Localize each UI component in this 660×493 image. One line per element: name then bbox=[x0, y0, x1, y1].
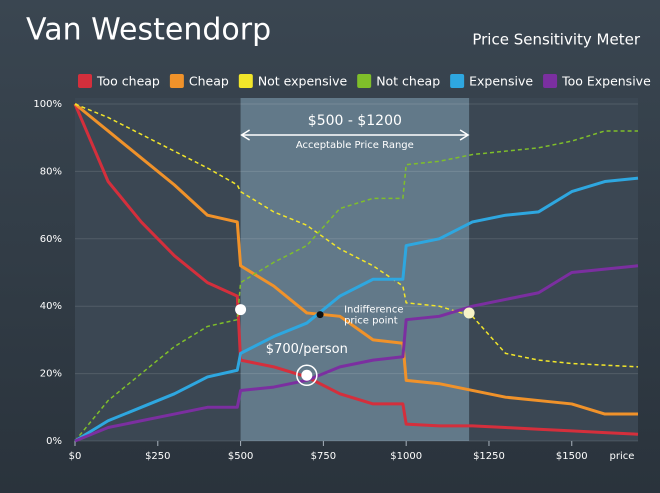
series-line bbox=[74, 102, 638, 416]
legend-label: Too cheap bbox=[96, 74, 160, 89]
indifference-label: Indifference bbox=[344, 305, 404, 316]
y-tick-label: 20% bbox=[40, 369, 62, 380]
x-tick-label: $0 bbox=[69, 451, 82, 462]
legend-label: Too Expensive bbox=[561, 74, 651, 89]
legend-swatch bbox=[78, 74, 92, 88]
x-axis-label: price bbox=[610, 451, 635, 462]
range-label: $500 - $1200 bbox=[308, 113, 402, 129]
arrow-head bbox=[240, 129, 250, 141]
x-tick-label: $750 bbox=[311, 451, 336, 462]
y-tick-label: 80% bbox=[40, 166, 62, 177]
price-label: $700/person bbox=[266, 342, 348, 357]
marker bbox=[301, 369, 313, 381]
range-caption: Acceptable Price Range bbox=[296, 140, 414, 151]
y-tick-label: 60% bbox=[40, 234, 62, 245]
y-tick-label: 40% bbox=[40, 301, 62, 312]
marker bbox=[235, 304, 247, 316]
x-tick-label: $250 bbox=[145, 451, 170, 462]
marker bbox=[316, 311, 324, 319]
legend-label: Not expensive bbox=[258, 74, 348, 89]
legend-label: Not cheap bbox=[376, 74, 440, 89]
series-line bbox=[73, 103, 639, 436]
series-line bbox=[74, 176, 639, 443]
indifference-label: price point bbox=[344, 316, 398, 327]
y-tick-label: 100% bbox=[33, 99, 62, 110]
legend-label: Expensive bbox=[469, 74, 533, 89]
marker-ring bbox=[296, 364, 318, 387]
legend-swatch bbox=[169, 74, 184, 88]
legend-label: Cheap bbox=[189, 74, 229, 89]
x-tick-label: $1250 bbox=[473, 451, 505, 462]
legend-swatch bbox=[238, 74, 253, 88]
series-line bbox=[74, 103, 639, 368]
legend-swatch bbox=[450, 74, 465, 88]
chart-subtitle: Price Sensitivity Meter bbox=[472, 31, 640, 49]
chart-title: Van Westendorp bbox=[26, 13, 271, 48]
arrow-head bbox=[459, 129, 470, 141]
series-line bbox=[74, 130, 638, 442]
marker bbox=[463, 307, 475, 319]
legend-swatch bbox=[357, 74, 372, 88]
legend: Too cheap Cheap Not expensive Not cheap Expe… bbox=[78, 74, 651, 89]
legend-swatch bbox=[543, 74, 558, 88]
series-line bbox=[74, 264, 639, 443]
x-tick-label: $500 bbox=[228, 451, 253, 462]
y-tick-label: 0% bbox=[46, 436, 62, 447]
x-tick-label: $1500 bbox=[556, 451, 588, 462]
x-tick-label: $1000 bbox=[390, 451, 422, 462]
